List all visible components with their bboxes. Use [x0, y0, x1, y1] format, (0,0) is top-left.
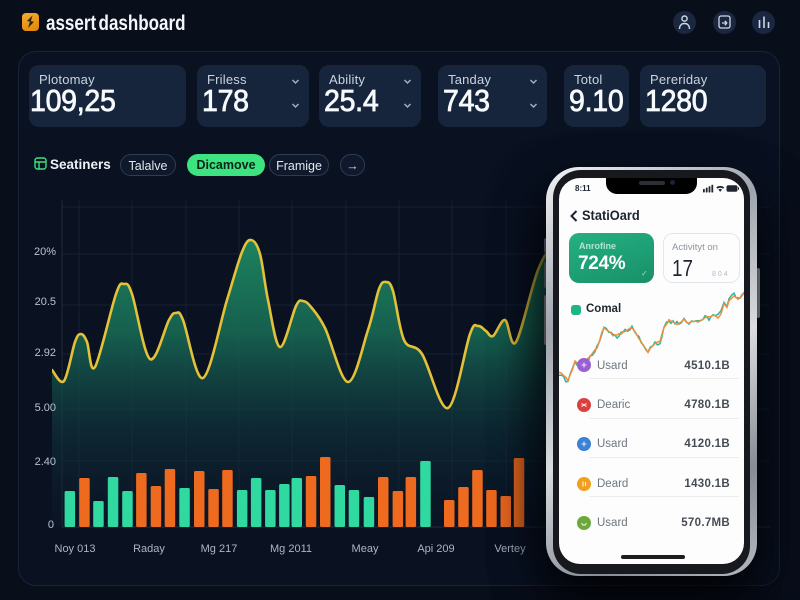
svg-text:5.00: 5.00 — [35, 402, 56, 414]
svg-text:Meay: Meay — [352, 543, 379, 555]
svg-text:Mg 2011: Mg 2011 — [270, 543, 312, 555]
svg-text:20.5: 20.5 — [35, 296, 56, 308]
svg-text:20%: 20% — [34, 246, 56, 258]
svg-text:Noy 013: Noy 013 — [55, 543, 96, 555]
svg-text:2.40: 2.40 — [35, 456, 56, 468]
svg-text:0: 0 — [48, 519, 54, 531]
svg-text:Raday: Raday — [133, 543, 165, 555]
svg-text:Vertey: Vertey — [494, 543, 526, 555]
svg-text:Mg 217: Mg 217 — [201, 543, 238, 555]
svg-text:Api 209: Api 209 — [417, 543, 454, 555]
svg-text:2.92: 2.92 — [35, 347, 56, 359]
